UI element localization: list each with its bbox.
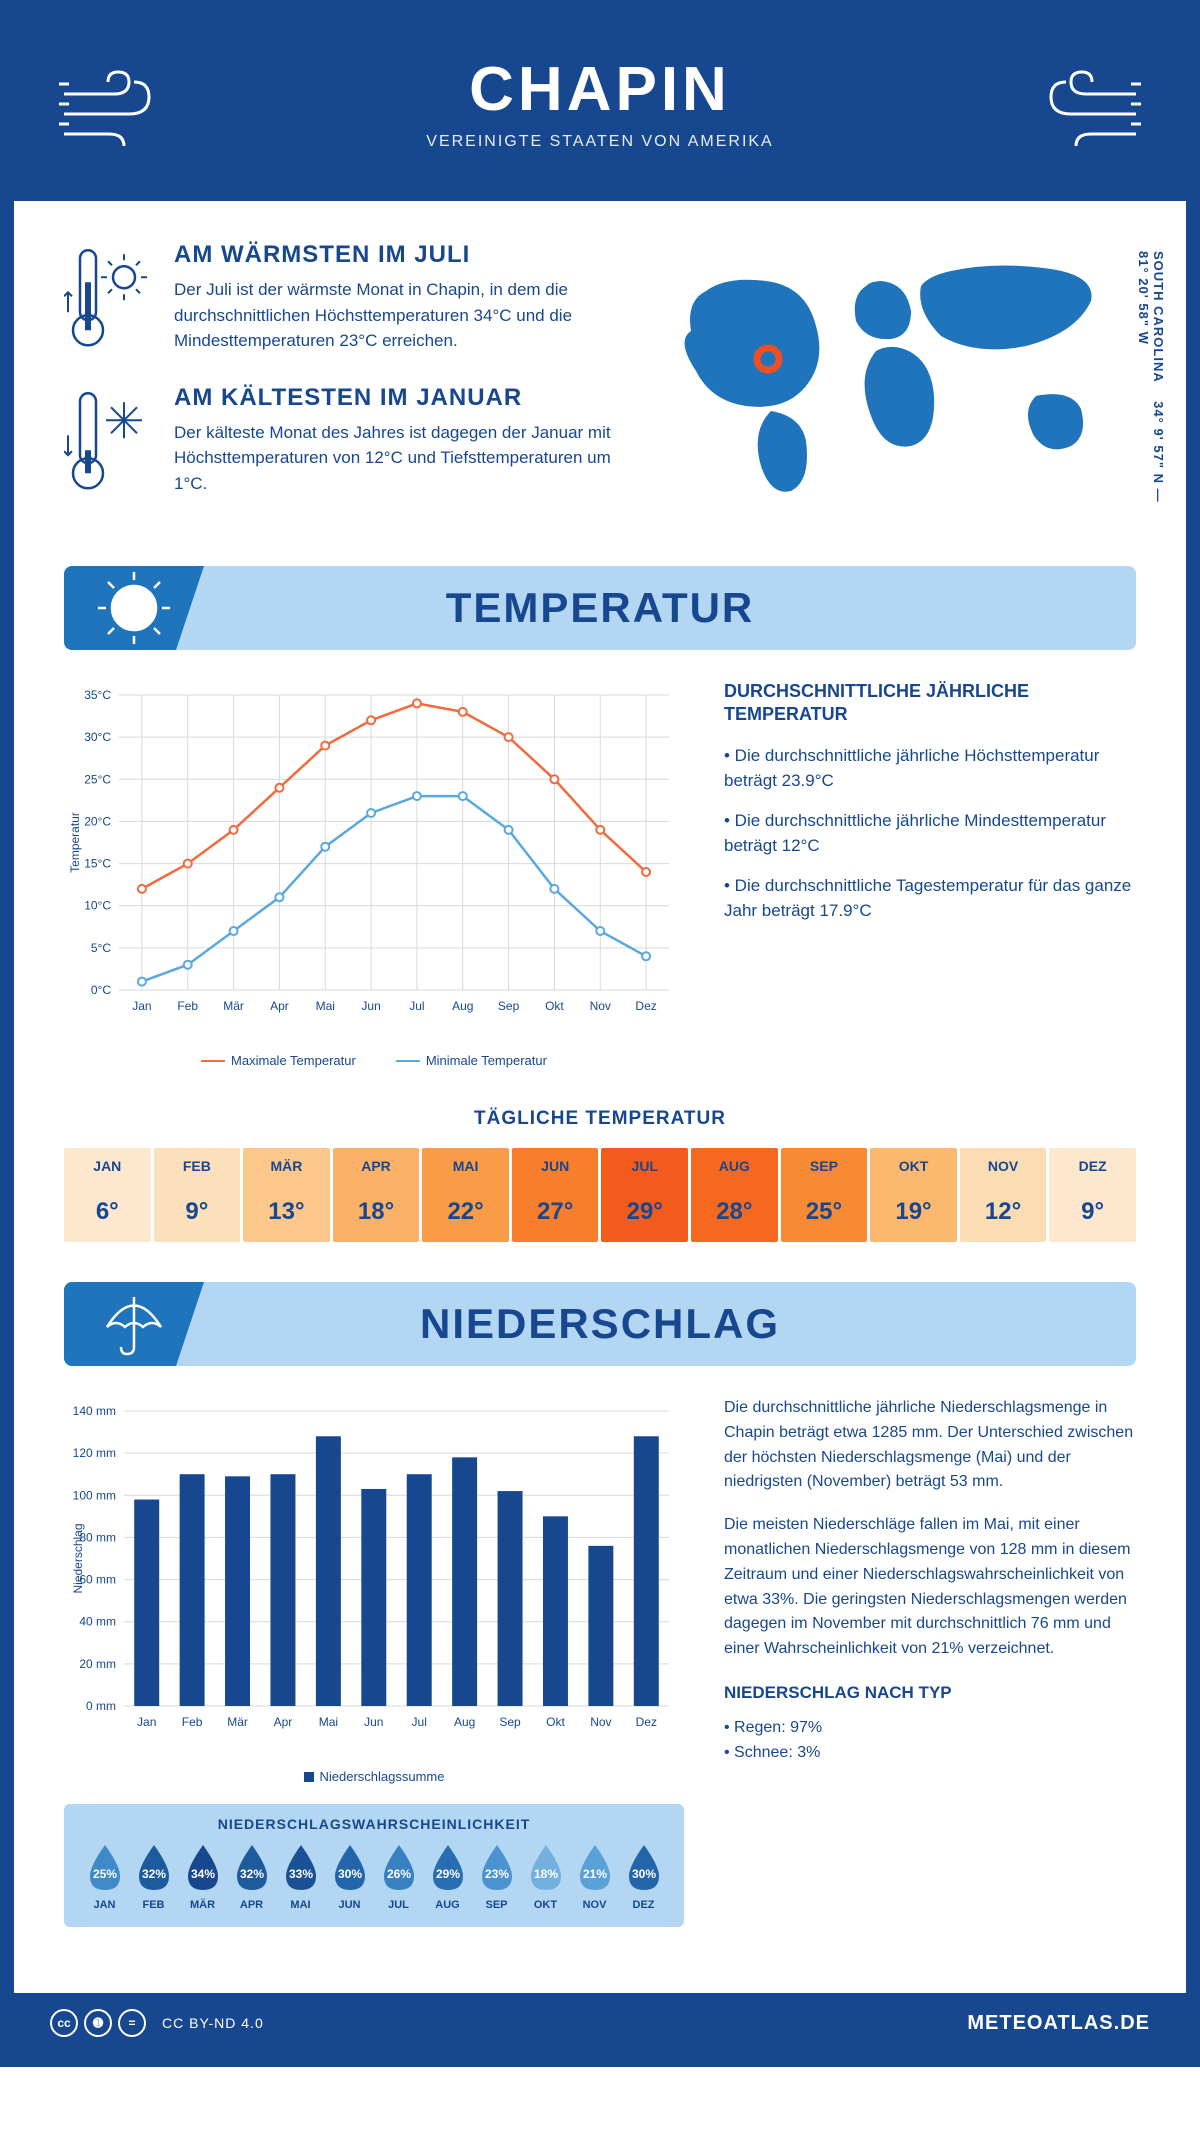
svg-text:15°C: 15°C: [84, 857, 111, 871]
section-temp-banner: TEMPERATUR: [64, 566, 1136, 650]
svg-text:Feb: Feb: [177, 999, 198, 1013]
svg-text:140 mm: 140 mm: [73, 1404, 116, 1418]
svg-text:Mai: Mai: [316, 999, 335, 1013]
svg-text:20°C: 20°C: [84, 814, 111, 828]
svg-text:Okt: Okt: [545, 999, 564, 1013]
svg-text:33%: 33%: [288, 1867, 312, 1881]
svg-text:Jun: Jun: [361, 999, 380, 1013]
thermometer-hot-icon: [64, 241, 154, 354]
svg-text:21%: 21%: [582, 1867, 606, 1881]
svg-text:25%: 25%: [92, 1867, 116, 1881]
svg-text:Sep: Sep: [498, 999, 520, 1013]
svg-text:Okt: Okt: [546, 1715, 565, 1729]
chart-legend: Niederschlagssumme: [64, 1769, 684, 1784]
svg-text:Apr: Apr: [274, 1715, 293, 1729]
cc-icons: cc➊=: [50, 2009, 146, 2037]
svg-text:120 mm: 120 mm: [73, 1446, 116, 1460]
coordinates: SOUTH CAROLINA 34° 9' 57" N — 81° 20' 58…: [1136, 251, 1166, 526]
precip-summary: Die durchschnittliche jährliche Niedersc…: [724, 1396, 1136, 1927]
svg-text:Sep: Sep: [499, 1715, 521, 1729]
site-name: METEOATLAS.DE: [967, 2012, 1150, 2035]
precip-bar-chart: 0 mm20 mm40 mm60 mm80 mm100 mm120 mm140 …: [64, 1396, 684, 1784]
svg-text:40 mm: 40 mm: [79, 1615, 116, 1629]
fact-warmest: AM WÄRMSTEN IM JULI Der Juli ist der wär…: [64, 241, 626, 354]
svg-text:Nov: Nov: [590, 999, 611, 1013]
section-title: NIEDERSCHLAG: [84, 1300, 1116, 1348]
umbrella-icon: [99, 1289, 169, 1359]
svg-text:Mär: Mär: [227, 1715, 248, 1729]
svg-text:Feb: Feb: [182, 1715, 203, 1729]
svg-text:Aug: Aug: [452, 999, 473, 1013]
fact-coldest: AM KÄLTESTEN IM JANUAR Der kälteste Mona…: [64, 384, 626, 497]
svg-text:0°C: 0°C: [91, 983, 111, 997]
section-precip-banner: NIEDERSCHLAG: [64, 1282, 1136, 1366]
daily-temp-title: TÄGLICHE TEMPERATUR: [64, 1108, 1136, 1130]
fact-title: AM KÄLTESTEN IM JANUAR: [174, 384, 626, 412]
daily-temp-heatmap: JAN6°FEB9°MÄR13°APR18°MAI22°JUN27°JUL29°…: [64, 1148, 1136, 1242]
svg-text:Jan: Jan: [132, 999, 151, 1013]
svg-text:0 mm: 0 mm: [86, 1699, 116, 1713]
sun-icon: [94, 568, 174, 648]
svg-text:Mai: Mai: [319, 1715, 338, 1729]
svg-text:30°C: 30°C: [84, 730, 111, 744]
svg-text:29%: 29%: [435, 1867, 459, 1881]
svg-text:34%: 34%: [190, 1867, 214, 1881]
chart-legend: Maximale Temperatur Minimale Temperatur: [64, 1053, 684, 1068]
svg-text:Nov: Nov: [590, 1715, 611, 1729]
temp-summary: DURCHSCHNITTLICHE JÄHRLICHE TEMPERATUR •…: [724, 680, 1136, 1068]
temperature-line-chart: 0°C 5°C 10°C 15°C 20°C 25°C 30°C 35°C Jan Feb Mär A…: [64, 680, 684, 1068]
section-title: TEMPERATUR: [84, 584, 1116, 632]
svg-text:Apr: Apr: [270, 999, 289, 1013]
precip-probability: NIEDERSCHLAGSWAHRSCHEINLICHKEIT 25%JAN32…: [64, 1804, 684, 1927]
svg-text:25°C: 25°C: [84, 772, 111, 786]
svg-text:32%: 32%: [141, 1867, 165, 1881]
svg-text:Aug: Aug: [454, 1715, 475, 1729]
fact-text: Der kälteste Monat des Jahres ist dagege…: [174, 420, 626, 497]
svg-text:30%: 30%: [337, 1867, 361, 1881]
page-subtitle: VEREINIGTE STAATEN VON AMERIKA: [34, 133, 1166, 151]
fact-text: Der Juli ist der wärmste Monat in Chapin…: [174, 277, 626, 354]
svg-text:Niederschlag: Niederschlag: [71, 1523, 85, 1593]
thermometer-cold-icon: [64, 384, 154, 497]
svg-text:Jan: Jan: [137, 1715, 156, 1729]
svg-text:18%: 18%: [533, 1867, 557, 1881]
svg-text:Jul: Jul: [412, 1715, 427, 1729]
world-map: SOUTH CAROLINA 34° 9' 57" N — 81° 20' 58…: [656, 241, 1136, 526]
infographic-frame: CHAPIN VEREINIGTE STAATEN VON AMERIKA AM…: [0, 0, 1200, 2067]
svg-text:Jun: Jun: [364, 1715, 383, 1729]
svg-text:26%: 26%: [386, 1867, 410, 1881]
svg-text:20 mm: 20 mm: [79, 1657, 116, 1671]
svg-text:Jul: Jul: [409, 999, 424, 1013]
footer: cc➊= CC BY-ND 4.0 METEOATLAS.DE: [14, 1993, 1186, 2053]
svg-text:100 mm: 100 mm: [73, 1488, 116, 1502]
page-title: CHAPIN: [34, 54, 1166, 125]
header: CHAPIN VEREINIGTE STAATEN VON AMERIKA: [14, 14, 1186, 201]
svg-text:Temperatur: Temperatur: [68, 812, 82, 873]
svg-text:10°C: 10°C: [84, 899, 111, 913]
svg-text:5°C: 5°C: [91, 941, 111, 955]
svg-text:32%: 32%: [239, 1867, 263, 1881]
svg-text:35°C: 35°C: [84, 688, 111, 702]
svg-text:30%: 30%: [631, 1867, 655, 1881]
svg-text:Dez: Dez: [636, 1715, 657, 1729]
svg-text:Dez: Dez: [635, 999, 656, 1013]
svg-text:23%: 23%: [484, 1867, 508, 1881]
fact-title: AM WÄRMSTEN IM JULI: [174, 241, 626, 269]
svg-text:Mär: Mär: [223, 999, 244, 1013]
license-text: CC BY-ND 4.0: [162, 2015, 264, 2031]
